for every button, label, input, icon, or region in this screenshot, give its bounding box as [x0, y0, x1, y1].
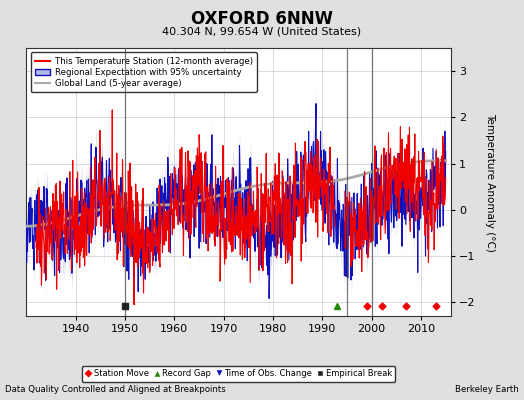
Text: OXFORD 6NNW: OXFORD 6NNW [191, 10, 333, 28]
Text: Data Quality Controlled and Aligned at Breakpoints: Data Quality Controlled and Aligned at B… [5, 385, 226, 394]
Y-axis label: Temperature Anomaly (°C): Temperature Anomaly (°C) [485, 112, 495, 252]
Legend: Station Move, Record Gap, Time of Obs. Change, Empirical Break: Station Move, Record Gap, Time of Obs. C… [82, 366, 395, 382]
Text: Berkeley Earth: Berkeley Earth [455, 385, 519, 394]
Text: 40.304 N, 99.654 W (United States): 40.304 N, 99.654 W (United States) [162, 26, 362, 36]
